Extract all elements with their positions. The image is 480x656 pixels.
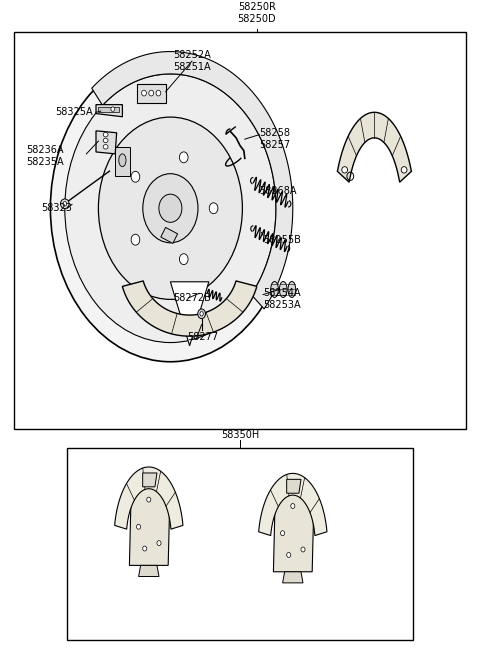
Ellipse shape — [149, 91, 154, 96]
Ellipse shape — [142, 91, 146, 96]
Bar — [14, 32, 466, 429]
Ellipse shape — [136, 524, 141, 529]
Polygon shape — [96, 131, 117, 154]
Polygon shape — [337, 112, 411, 182]
Ellipse shape — [291, 504, 295, 508]
Polygon shape — [287, 480, 301, 493]
Polygon shape — [143, 473, 157, 487]
Ellipse shape — [401, 167, 407, 173]
Ellipse shape — [342, 167, 348, 173]
Text: 58272B: 58272B — [173, 293, 211, 303]
Polygon shape — [139, 565, 159, 577]
Ellipse shape — [288, 281, 296, 297]
Ellipse shape — [50, 54, 290, 361]
Ellipse shape — [143, 546, 147, 551]
Ellipse shape — [198, 309, 205, 319]
Polygon shape — [96, 104, 122, 117]
Text: 58254A
58253A: 58254A 58253A — [263, 288, 300, 310]
Polygon shape — [274, 489, 314, 572]
Text: 58236A
58235A: 58236A 58235A — [26, 144, 64, 167]
Bar — [115, 148, 130, 176]
Text: 58350H: 58350H — [221, 430, 259, 440]
Ellipse shape — [209, 203, 218, 214]
Ellipse shape — [65, 74, 276, 342]
Polygon shape — [161, 228, 178, 243]
Ellipse shape — [147, 497, 151, 502]
Text: 58323: 58323 — [41, 203, 72, 213]
Text: 58255B: 58255B — [263, 235, 301, 245]
Text: 58258
58257: 58258 58257 — [259, 128, 290, 150]
Ellipse shape — [131, 171, 140, 182]
Text: 58325A: 58325A — [55, 108, 93, 117]
Ellipse shape — [271, 281, 278, 297]
Polygon shape — [92, 52, 293, 309]
Text: 58252A
58251A: 58252A 58251A — [173, 50, 211, 72]
Ellipse shape — [98, 117, 242, 299]
Ellipse shape — [103, 144, 108, 149]
Ellipse shape — [279, 281, 287, 297]
Ellipse shape — [157, 541, 161, 546]
Ellipse shape — [180, 152, 188, 163]
Ellipse shape — [103, 138, 108, 142]
Text: 58268A: 58268A — [259, 186, 297, 196]
Polygon shape — [259, 474, 327, 535]
Ellipse shape — [60, 199, 69, 209]
Ellipse shape — [156, 91, 161, 96]
Bar — [98, 106, 119, 112]
Ellipse shape — [63, 201, 67, 206]
Polygon shape — [137, 83, 166, 103]
Ellipse shape — [111, 107, 115, 112]
Polygon shape — [122, 281, 257, 336]
Ellipse shape — [103, 133, 108, 137]
Ellipse shape — [131, 234, 140, 245]
Text: 58277: 58277 — [187, 333, 218, 342]
Polygon shape — [130, 482, 170, 565]
Ellipse shape — [143, 174, 198, 243]
Bar — [67, 448, 413, 640]
Ellipse shape — [287, 552, 291, 558]
Ellipse shape — [280, 531, 285, 536]
Text: 58250R
58250D: 58250R 58250D — [238, 1, 276, 24]
Ellipse shape — [119, 154, 126, 167]
Ellipse shape — [180, 254, 188, 264]
Ellipse shape — [159, 194, 182, 222]
Polygon shape — [115, 467, 183, 529]
Polygon shape — [170, 282, 209, 346]
Polygon shape — [283, 572, 303, 583]
Ellipse shape — [200, 312, 204, 316]
Ellipse shape — [301, 547, 305, 552]
